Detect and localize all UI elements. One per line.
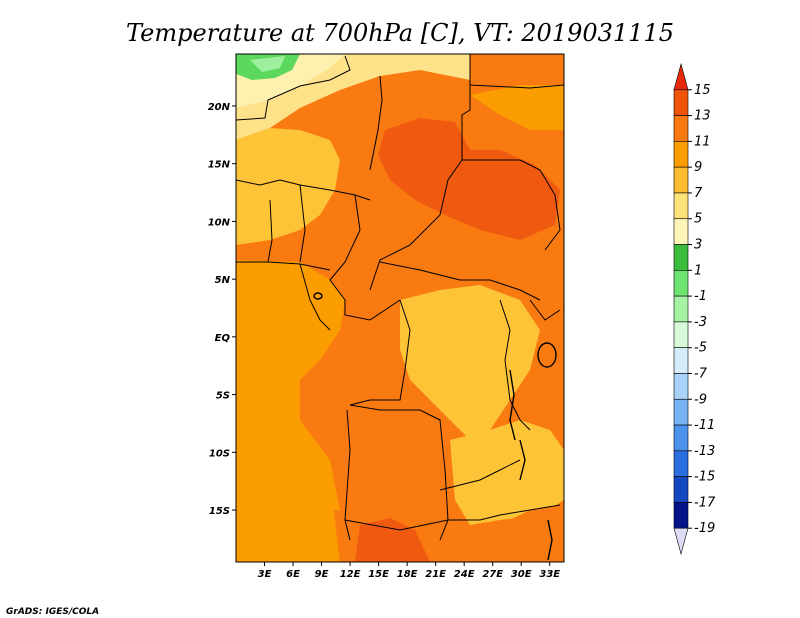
temperature-region-southeast-orange bbox=[480, 505, 564, 562]
colorbar-swatch bbox=[673, 295, 689, 323]
colorbar-label: -15 bbox=[694, 470, 715, 485]
colorbar-swatch bbox=[673, 192, 689, 220]
temperature-region-hot-core bbox=[378, 118, 560, 240]
lakes bbox=[313, 292, 557, 561]
colorbar-swatch bbox=[673, 502, 689, 529]
latitude-axis: 20N 15N 10N 5N EQ 5S 10S 15S bbox=[208, 102, 236, 517]
colorbar-swatch bbox=[673, 141, 689, 168]
colorbar-label: 9 bbox=[694, 160, 702, 175]
lon-tick-label: 3E bbox=[258, 569, 272, 580]
temperature-region-cool-lightgreen bbox=[250, 56, 285, 72]
lon-tick-label: 15E bbox=[368, 569, 389, 580]
lon-tick-label: 6E bbox=[286, 569, 300, 580]
colorbar-label: -17 bbox=[694, 495, 716, 510]
lat-tick-label: 10N bbox=[208, 217, 231, 228]
lat-tick-label: 5N bbox=[215, 275, 231, 286]
temperature-region-south-hot bbox=[355, 518, 430, 562]
lon-tick-label: 18E bbox=[397, 569, 418, 580]
colorbar-label: -19 bbox=[694, 521, 715, 536]
colorbar-swatch bbox=[673, 89, 689, 116]
temperature-region-southwest-mid bbox=[236, 460, 340, 562]
longitude-axis: 3E 6E 9E 12E 15E 18E 21E 24E 27E 30E 33E bbox=[258, 562, 560, 580]
temperature-region-east-orange bbox=[470, 85, 564, 130]
lat-tick-label: 15N bbox=[208, 160, 231, 171]
colorbar-swatch bbox=[673, 244, 689, 271]
colorbar-label: -13 bbox=[694, 444, 715, 459]
colorbar-label: 13 bbox=[694, 109, 711, 124]
colorbar-label: -9 bbox=[694, 392, 707, 407]
lon-tick-label: 9E bbox=[315, 569, 329, 580]
map-frame bbox=[235, 53, 565, 563]
colorbar-swatch bbox=[673, 424, 689, 452]
colorbar-label: 15 bbox=[694, 83, 711, 98]
grads-credit: GrADS: IGES/COLA bbox=[6, 607, 99, 617]
temperature-region-coast-mid bbox=[236, 260, 345, 520]
map-title: Temperature at 700hPa [C], VT: 201903111… bbox=[126, 19, 674, 47]
colorbar-swatch bbox=[673, 347, 689, 374]
lon-tick-label: 24E bbox=[454, 569, 475, 580]
temperature-region-south-light bbox=[450, 420, 564, 525]
lat-tick-label: 20N bbox=[208, 102, 231, 113]
lat-tick-label: EQ bbox=[215, 333, 231, 344]
colorbar-swatch bbox=[673, 450, 689, 477]
temperature-region-west-light bbox=[236, 128, 340, 245]
country-borders bbox=[236, 54, 564, 541]
colorbar-label: 5 bbox=[694, 212, 702, 227]
colorbar-swatch bbox=[673, 115, 689, 142]
lon-tick-label: 27E bbox=[482, 569, 503, 580]
colorbar-label: -3 bbox=[694, 315, 707, 330]
lon-tick-label: 12E bbox=[340, 569, 361, 580]
lat-tick-label: 10S bbox=[209, 448, 230, 459]
colorbar-label: 11 bbox=[694, 134, 711, 149]
temperature-region-congo-light bbox=[400, 285, 540, 440]
colorbar-swatch bbox=[673, 527, 689, 556]
colorbar-swatch bbox=[673, 321, 689, 348]
colorbar-swatch bbox=[673, 476, 689, 503]
colorbar-label: -11 bbox=[694, 418, 715, 433]
lon-tick-label: 30E bbox=[511, 569, 532, 580]
colorbar-swatch bbox=[673, 62, 689, 91]
colorbar-swatch bbox=[673, 398, 689, 426]
colorbar-label: 3 bbox=[694, 238, 702, 253]
colorbar-label: 1 bbox=[694, 263, 702, 278]
lat-tick-label: 5S bbox=[216, 391, 230, 402]
colorbar-label: -7 bbox=[694, 366, 708, 381]
colorbar-swatch bbox=[673, 373, 689, 400]
colorbar-label: 7 bbox=[694, 186, 703, 201]
map-plot-area: 20N 15N 10N 5N EQ 5S 10S 15S 3E 6E 9E 12E 15E 18E 21E… bbox=[208, 53, 565, 580]
colorbar-label: -1 bbox=[694, 289, 707, 304]
colorbar-label: -5 bbox=[694, 341, 707, 356]
colorbar-swatch bbox=[673, 166, 689, 194]
colorbar: 15 13 11 9 7 5 3 1 -1 -3 -5 -7 -9 -11 -13 -15 -17 -19 bbox=[673, 62, 716, 556]
colorbar-swatch bbox=[673, 270, 689, 297]
lat-tick-label: 15S bbox=[209, 506, 230, 517]
temperature-region-congo-orange bbox=[310, 310, 450, 540]
lon-tick-label: 21E bbox=[425, 569, 446, 580]
lon-tick-label: 33E bbox=[539, 569, 560, 580]
colorbar-swatch bbox=[673, 218, 689, 245]
